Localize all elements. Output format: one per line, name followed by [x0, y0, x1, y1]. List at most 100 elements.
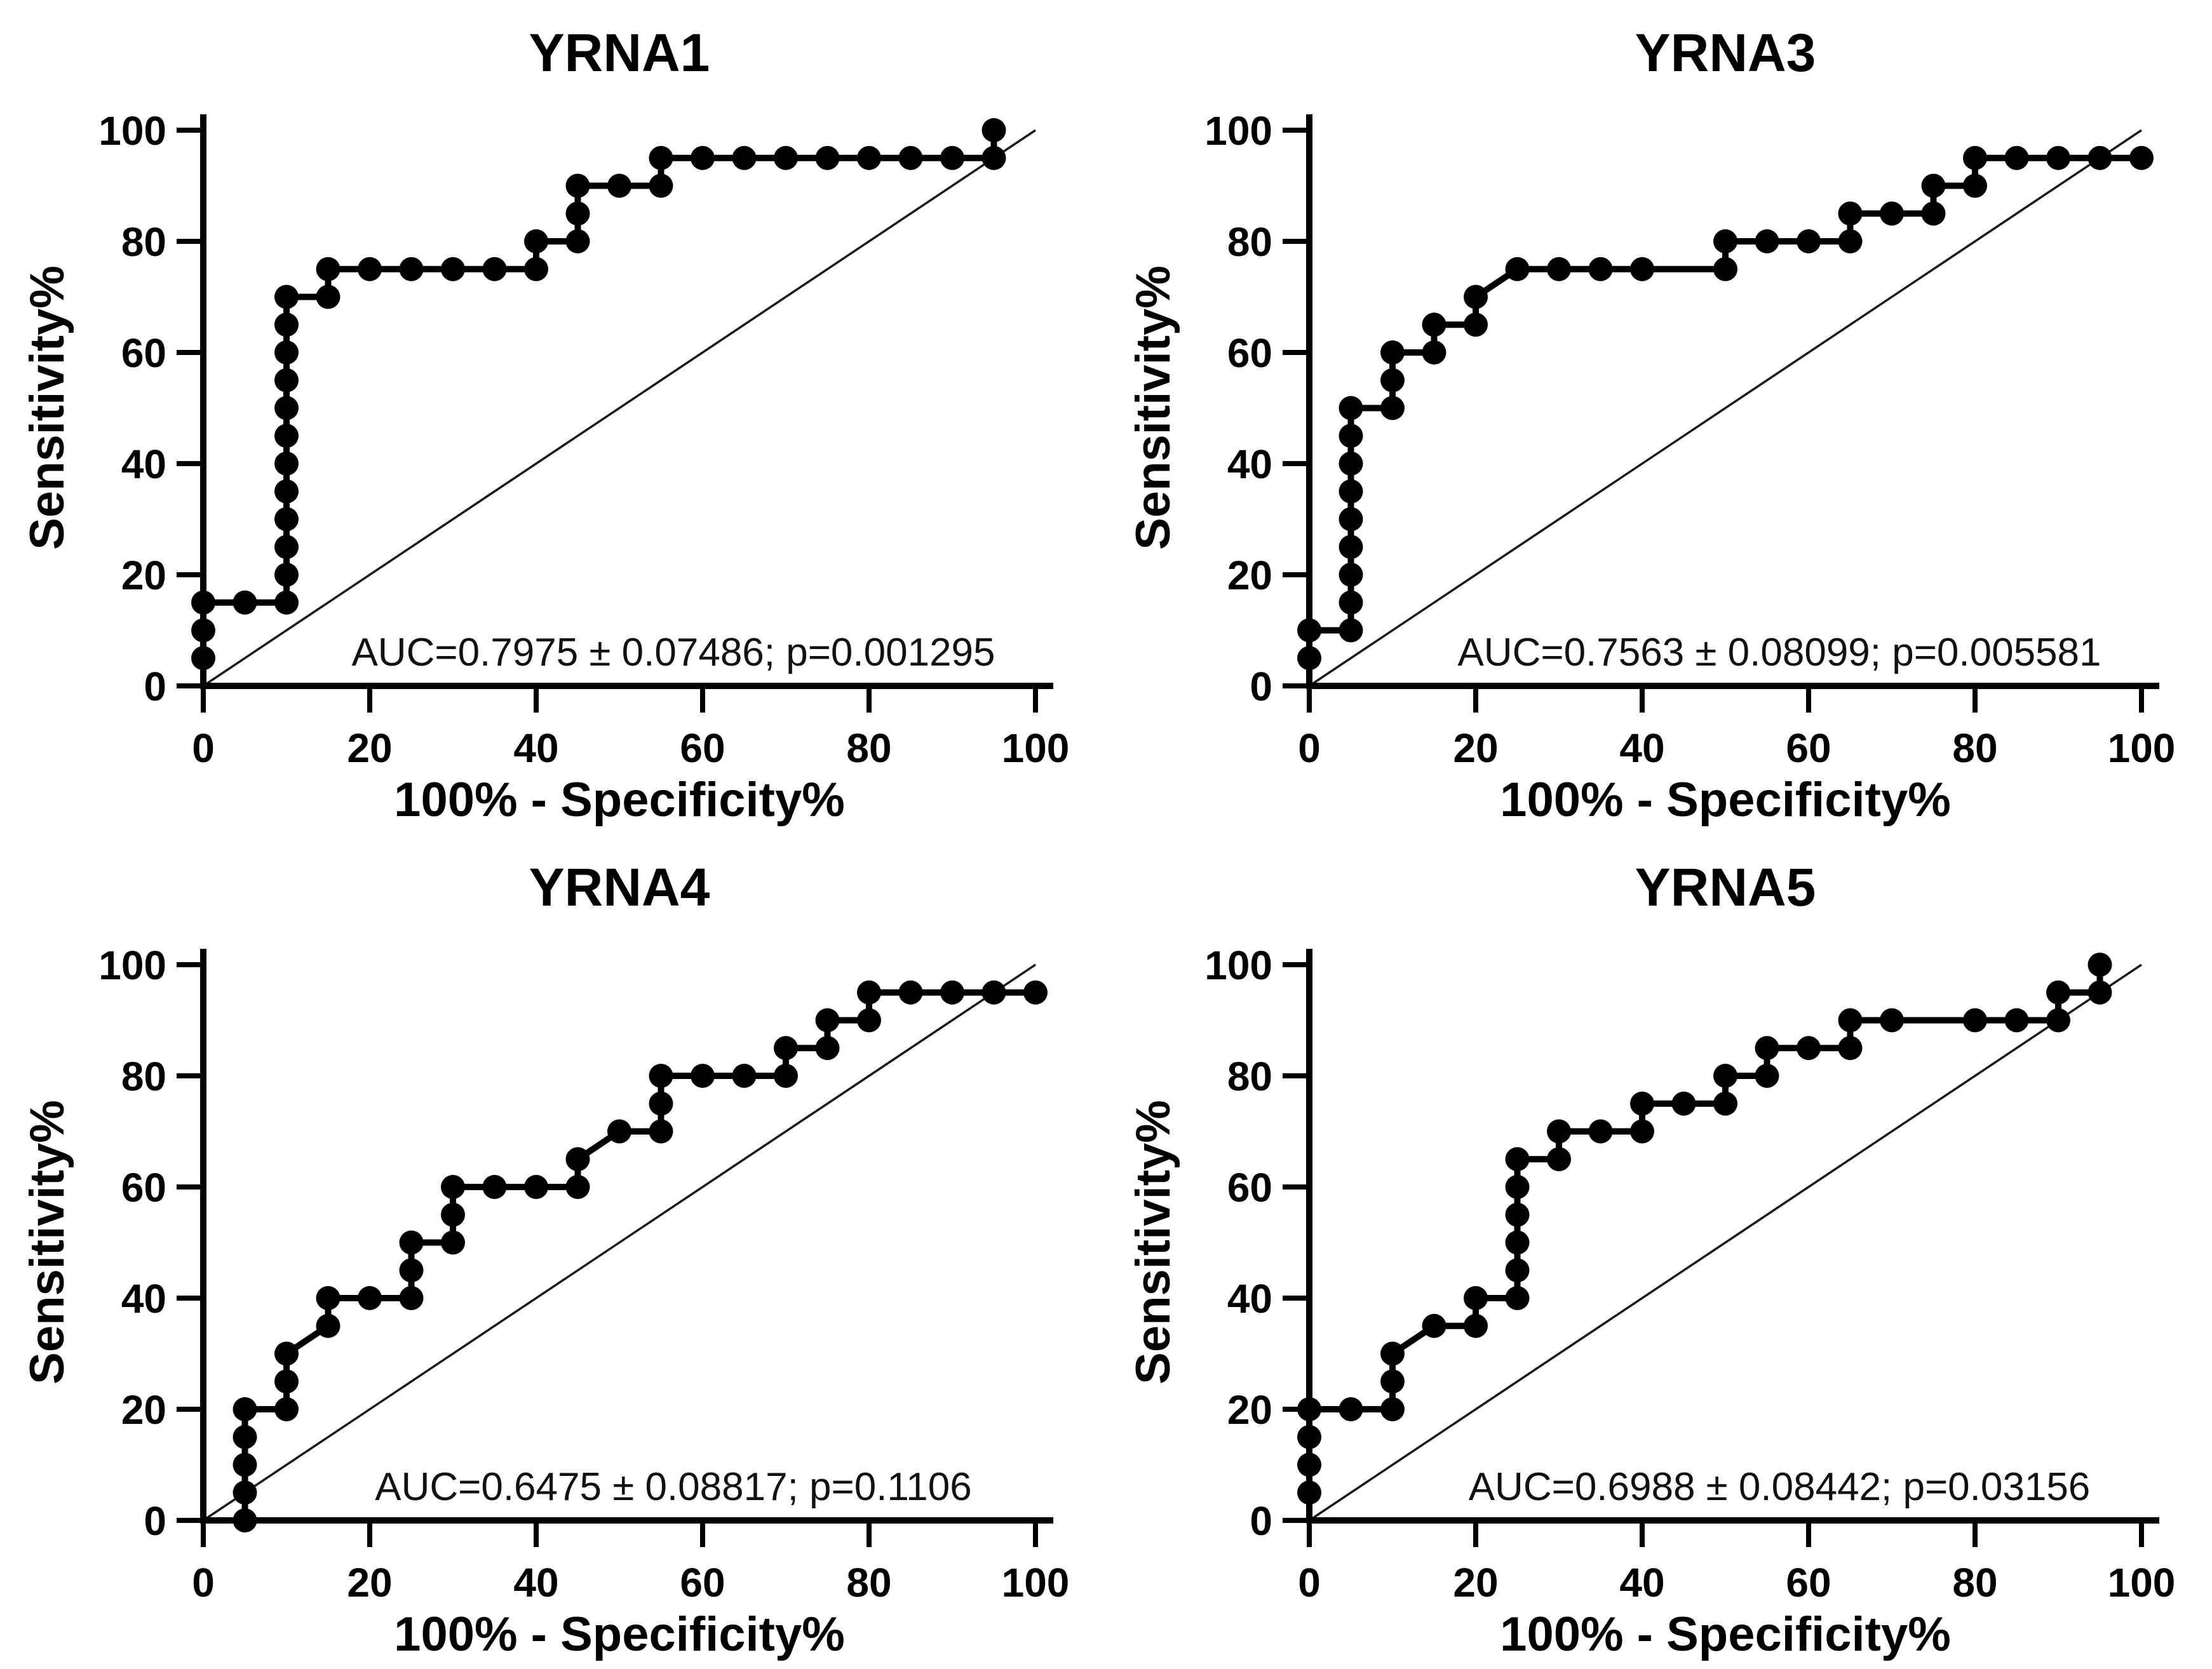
- data-point: [1505, 1147, 1530, 1172]
- reference-diagonal-line: [1309, 129, 2142, 687]
- roc-panel-yrna3: YRNA3 0 20 40 60 80 100 0 20 40 60 80 100 AUC=0.756…: [1106, 0, 2212, 834]
- data-point: [399, 1258, 424, 1283]
- auc-annotation: AUC=0.7975 ± 0.07486; p=0.001295: [351, 631, 995, 674]
- data-point: [565, 201, 590, 226]
- data-point: [1630, 1091, 1654, 1116]
- data-point: [191, 618, 215, 643]
- data-point: [2046, 145, 2070, 170]
- data-point: [2046, 1008, 2070, 1033]
- roc-chart-yrna5: YRNA5 0 20 40 60 80 100 0 20 40 60 80 100 AUC=0.698…: [1126, 857, 2176, 1661]
- data-point: [774, 1036, 798, 1061]
- y-axis-label: Sensitivity%: [1126, 1100, 1180, 1384]
- data-point: [358, 257, 382, 281]
- data-point: [441, 1202, 465, 1227]
- data-point: [940, 145, 964, 170]
- x-tick-label: 100: [1002, 725, 1070, 771]
- data-point: [274, 396, 299, 420]
- x-axis-label: 100% - Specificity%: [394, 1607, 845, 1661]
- data-point: [1339, 1397, 1363, 1421]
- data-point: [1339, 590, 1363, 615]
- data-point: [2087, 145, 2112, 170]
- data-point: [441, 1175, 465, 1199]
- plot-area: 0 20 40 60 80 100 0 20 40 60 80 100: [98, 108, 1069, 771]
- data-point: [1464, 285, 1488, 309]
- data-point: [233, 590, 257, 615]
- data-point: [898, 980, 923, 1005]
- y-tick-label: 60: [121, 1165, 166, 1210]
- data-point: [316, 257, 341, 281]
- data-point: [1339, 479, 1363, 504]
- y-tick-label: 0: [144, 1498, 166, 1544]
- data-point: [898, 145, 923, 170]
- x-tick-label: 80: [846, 1560, 891, 1605]
- data-point: [1023, 980, 1048, 1005]
- x-tick-label: 100: [2108, 1560, 2176, 1605]
- data-point: [2004, 145, 2029, 170]
- data-point: [1505, 1175, 1530, 1199]
- data-point: [524, 229, 548, 253]
- reference-diagonal-line: [203, 129, 1036, 687]
- x-axis-label: 100% - Specificity%: [394, 773, 845, 827]
- y-tick-label: 80: [121, 1054, 166, 1099]
- data-point: [274, 1369, 299, 1394]
- x-tick-label: 60: [680, 725, 725, 771]
- data-point: [1963, 145, 1987, 170]
- data-point: [1297, 1452, 1321, 1477]
- plot-area: 0 20 40 60 80 100 0 20 40 60 80 100: [1204, 108, 2175, 771]
- data-point: [1422, 1313, 1447, 1338]
- y-tick-label: 20: [1227, 1387, 1272, 1433]
- data-point: [358, 1286, 382, 1310]
- y-tick-label: 100: [1204, 942, 1272, 988]
- y-tick-label: 0: [1250, 664, 1272, 709]
- data-point: [691, 145, 715, 170]
- x-tick-label: 100: [1002, 1560, 1070, 1605]
- data-point: [1797, 1036, 1821, 1061]
- data-point: [691, 1064, 715, 1088]
- y-tick-label: 0: [1250, 1498, 1272, 1544]
- data-point: [1797, 229, 1821, 253]
- data-point: [1464, 1286, 1488, 1310]
- data-point: [1838, 1008, 1863, 1033]
- data-point: [1339, 424, 1363, 448]
- y-tick-label: 100: [98, 942, 166, 988]
- data-point: [732, 1064, 757, 1088]
- y-tick-label: 60: [121, 330, 166, 376]
- y-tick-label: 20: [121, 553, 166, 598]
- x-tick-label: 20: [1453, 725, 1498, 771]
- data-point: [1339, 618, 1363, 643]
- data-point: [649, 145, 673, 170]
- data-point: [815, 1036, 840, 1061]
- x-tick-label: 0: [192, 1560, 215, 1605]
- data-point: [1297, 1480, 1321, 1505]
- data-point: [1505, 1258, 1530, 1283]
- panel-title: YRNA4: [529, 857, 710, 917]
- data-point: [274, 312, 299, 337]
- data-point: [274, 590, 299, 615]
- data-point: [607, 1119, 631, 1144]
- x-axis-label: 100% - Specificity%: [1500, 773, 1951, 827]
- data-point: [815, 145, 840, 170]
- panel-title: YRNA1: [529, 23, 710, 83]
- y-tick-label: 80: [121, 219, 166, 265]
- panel-title: YRNA5: [1635, 857, 1816, 917]
- data-point: [1755, 1064, 1779, 1088]
- data-point: [1339, 535, 1363, 560]
- y-tick-label: 40: [1227, 1276, 1272, 1322]
- x-tick-label: 40: [1619, 1560, 1664, 1605]
- data-point: [1963, 173, 1987, 198]
- data-point: [1963, 1008, 1987, 1033]
- data-point: [565, 173, 590, 198]
- data-point: [1297, 1424, 1321, 1449]
- data-point: [524, 1175, 548, 1199]
- data-point: [482, 1175, 507, 1199]
- x-tick-label: 0: [1298, 725, 1321, 771]
- data-point: [1630, 257, 1654, 281]
- data-point: [1380, 1397, 1405, 1421]
- data-point: [274, 452, 299, 476]
- data-point: [1297, 1397, 1321, 1421]
- x-tick-label: 40: [1619, 725, 1664, 771]
- data-point: [1297, 646, 1321, 671]
- data-point: [1380, 1341, 1405, 1366]
- data-point: [607, 173, 631, 198]
- x-tick-label: 80: [846, 725, 891, 771]
